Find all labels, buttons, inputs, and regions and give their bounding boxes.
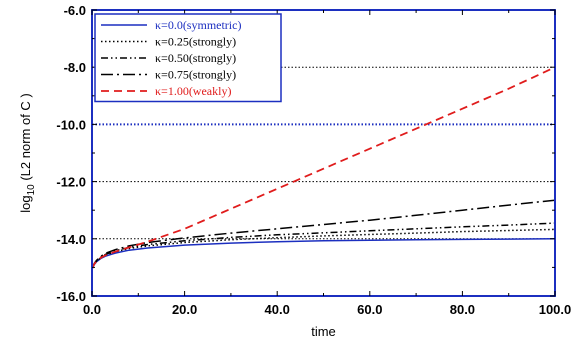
legend-label: κ=0.50(strongly) (155, 51, 236, 65)
series-line-4 (91, 199, 556, 270)
legend-label: κ=0.0(symmetric) (155, 18, 241, 32)
x-tick-label: 80.0 (450, 302, 475, 317)
y-tick-label: -16.0 (56, 289, 86, 304)
y-tick-label: -6.0 (64, 3, 86, 18)
y-tick-label: -10.0 (56, 117, 86, 132)
y-axis-label-subscript: 10 (26, 184, 37, 196)
x-tick-label: 60.0 (357, 302, 382, 317)
y-tick-label: -12.0 (56, 175, 86, 190)
legend-label: κ=1.00(weakly) (155, 84, 231, 98)
axis-ticks: 0.0 20.0 40.0 60.0 80.0 100.0 -16.0 -14.0 -12.0 -… (56, 3, 571, 317)
x-tick-label: 100.0 (539, 302, 572, 317)
series-line-3 (91, 222, 556, 270)
legend: κ=0.0(symmetric) κ=0.25(strongly) κ=0.50(s… (94, 13, 282, 103)
x-axis-label: time (311, 324, 336, 339)
legend-label: κ=0.75(strongly) (155, 68, 236, 82)
y-axis-label: log10 (L2 norm of C ) (18, 93, 37, 213)
y-tick-label: -8.0 (64, 60, 86, 75)
series-line-2 (91, 228, 556, 270)
series-line-5 (91, 66, 556, 270)
series-lines (91, 66, 556, 270)
x-tick-label: 40.0 (265, 302, 290, 317)
y-axis-label-prefix: log (18, 195, 33, 212)
legend-label: κ=0.25(strongly) (155, 35, 236, 49)
x-tick-label: 20.0 (172, 302, 197, 317)
y-tick-label: -14.0 (56, 232, 86, 247)
y-axis-label-suffix: (L2 norm of C ) (18, 93, 33, 184)
x-tick-label: 0.0 (83, 302, 101, 317)
